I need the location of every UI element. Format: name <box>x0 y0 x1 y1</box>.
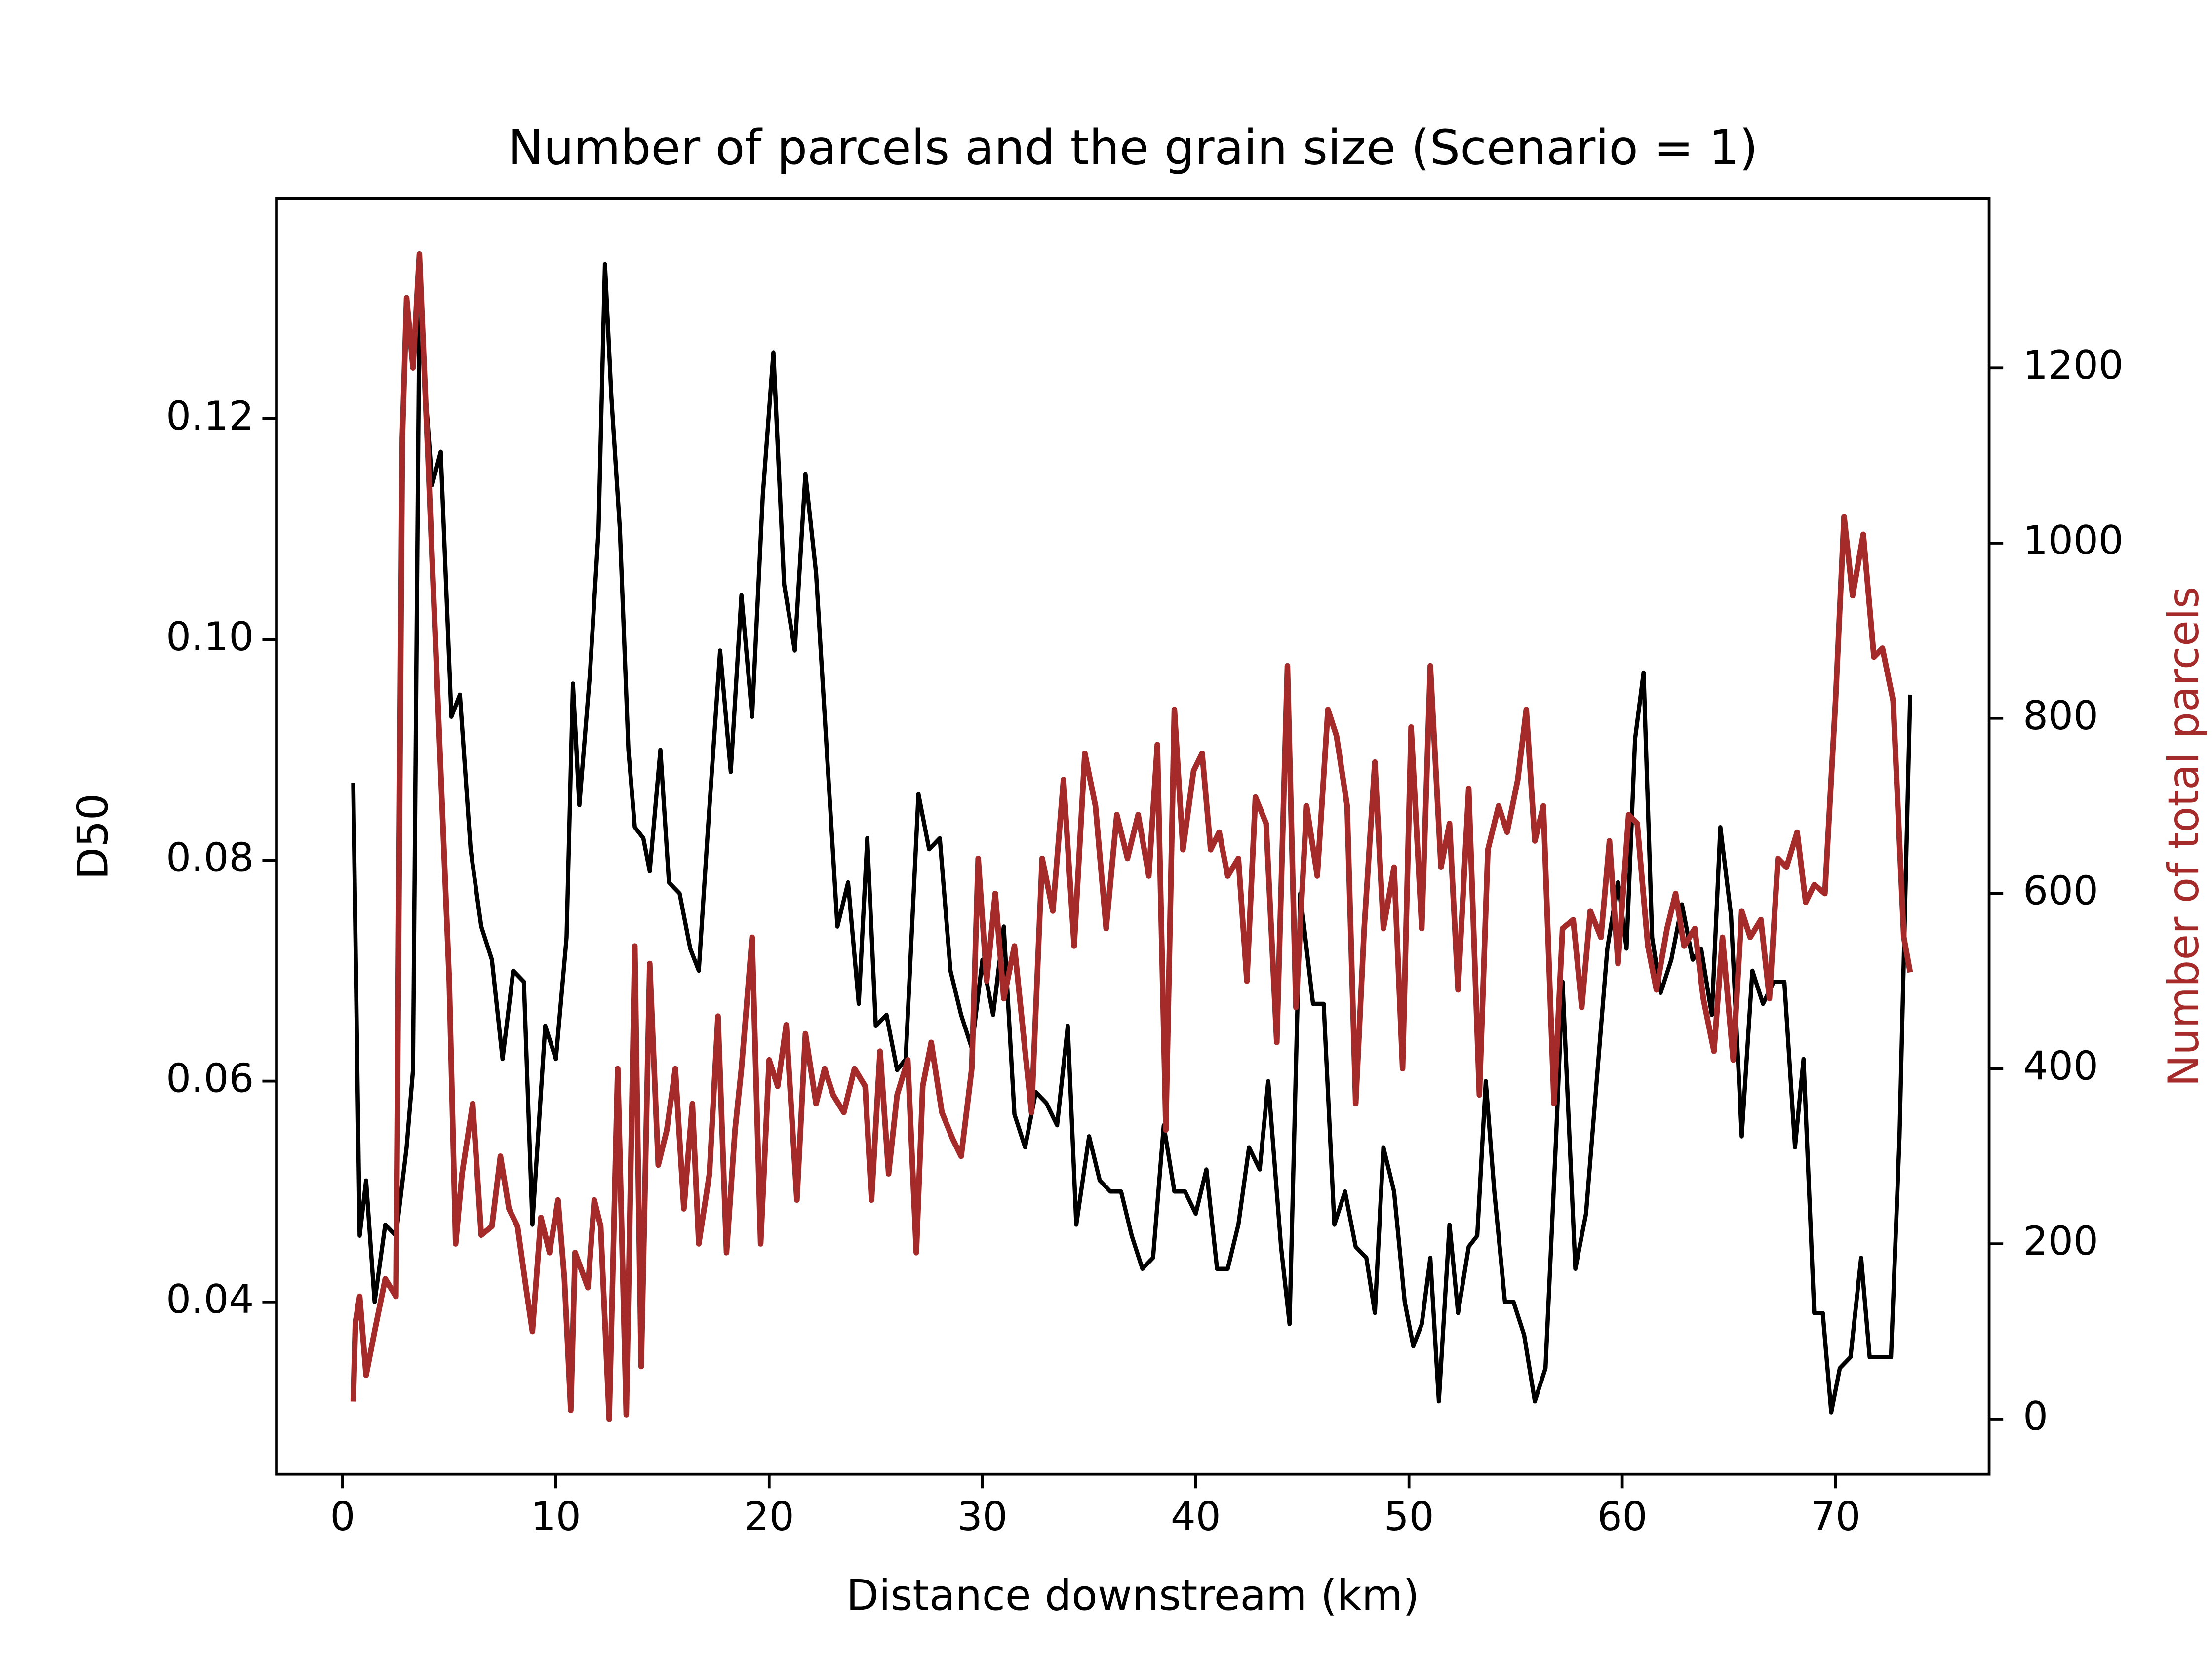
data-line <box>351 262 1913 1415</box>
y2-tick-label: 600 <box>2023 868 2098 914</box>
x-axis-label: Distance downstream (km) <box>846 1571 1420 1620</box>
x-tick-label: 70 <box>1811 1494 1861 1540</box>
y2-tick-label: 400 <box>2023 1043 2098 1089</box>
y2-tick-label: 0 <box>2023 1393 2048 1439</box>
x-tick-label: 50 <box>1384 1494 1434 1540</box>
plot-frame <box>275 197 1991 1476</box>
x-tick-label: 10 <box>531 1494 581 1540</box>
y2-tick-label: 1200 <box>2023 342 2124 388</box>
data-line <box>350 251 1913 1422</box>
x-tick-label: 0 <box>330 1494 355 1540</box>
y-axis-label: D50 <box>69 793 118 880</box>
x-tick-label: 60 <box>1597 1494 1648 1540</box>
y-tick-label: 0.12 <box>166 393 254 439</box>
y-tick-label: 0.10 <box>166 614 254 660</box>
y2-tick-label: 1000 <box>2023 517 2124 563</box>
y-tick-label: 0.04 <box>166 1276 254 1322</box>
y2-tick-label: 800 <box>2023 693 2098 739</box>
x-tick-label: 40 <box>1171 1494 1221 1540</box>
x-tick-label: 30 <box>957 1494 1008 1540</box>
chart-title: Number of parcels and the grain size (Sc… <box>508 120 1758 176</box>
y-tick-label: 0.08 <box>166 834 254 880</box>
y2-axis-label: Number of total parcels <box>2159 587 2209 1087</box>
x-tick-label: 20 <box>744 1494 794 1540</box>
y2-tick-label: 200 <box>2023 1218 2098 1264</box>
y-tick-label: 0.06 <box>166 1056 254 1102</box>
